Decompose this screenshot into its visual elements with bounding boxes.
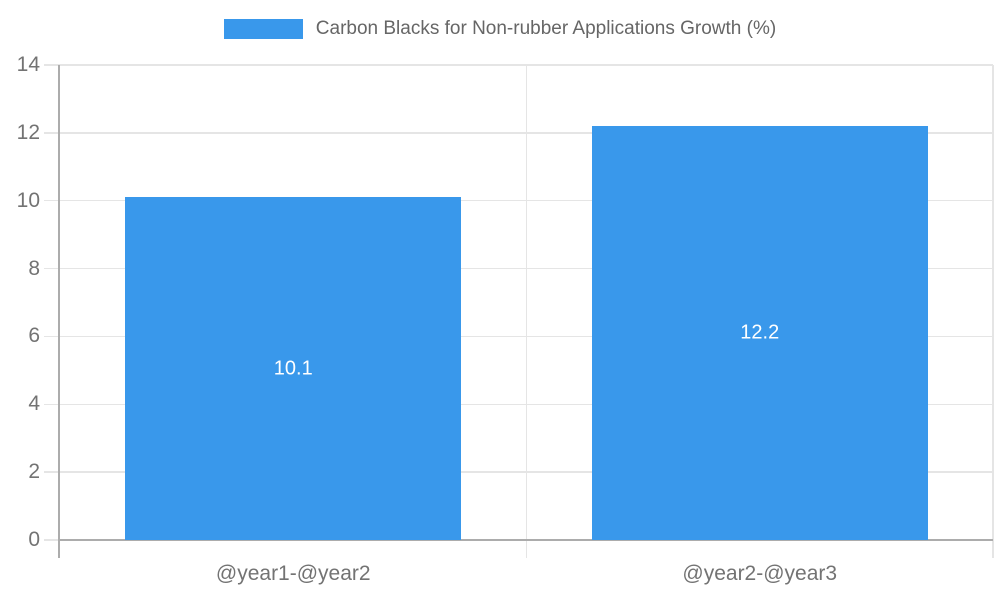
legend[interactable]: Carbon Blacks for Non-rubber Application… [0, 18, 1000, 40]
bar[interactable]: 12.2 [591, 126, 928, 540]
y-tick [44, 64, 60, 66]
bar[interactable]: 10.1 [125, 197, 462, 540]
legend-label: Carbon Blacks for Non-rubber Application… [315, 18, 777, 39]
bar-value-label: 10.1 [273, 357, 313, 380]
y-tick-label: 0 [28, 528, 40, 551]
y-tick [44, 539, 60, 541]
x-tick-label: @year2-@year3 [682, 562, 838, 585]
y-tick [44, 403, 60, 406]
y-tick-label: 4 [28, 392, 40, 416]
y-tick [44, 267, 60, 270]
y-tick-label: 14 [16, 53, 40, 76]
x-tick-label: @year1-@year2 [215, 562, 371, 585]
y-tick [44, 132, 60, 134]
gridline-x [525, 65, 528, 558]
y-tick-label: 12 [16, 120, 40, 144]
x-axis-line [60, 539, 993, 541]
legend-swatch-icon [223, 19, 303, 39]
gridline-x [992, 65, 994, 558]
y-tick-label: 2 [28, 460, 40, 484]
y-tick [44, 199, 60, 202]
y-tick-label: 10 [16, 188, 40, 212]
plot-area: 0 2 4 6 8 10 12 14 10.1 @year1-@year2 12.2 @year2-@… [17, 53, 994, 585]
bar-value-label: 12.2 [740, 321, 780, 344]
y-tick-label: 6 [28, 324, 40, 348]
y-tick [44, 471, 60, 473]
y-tick [44, 335, 60, 338]
y-axis-line [58, 65, 60, 558]
y-tick-label: 8 [28, 256, 40, 280]
